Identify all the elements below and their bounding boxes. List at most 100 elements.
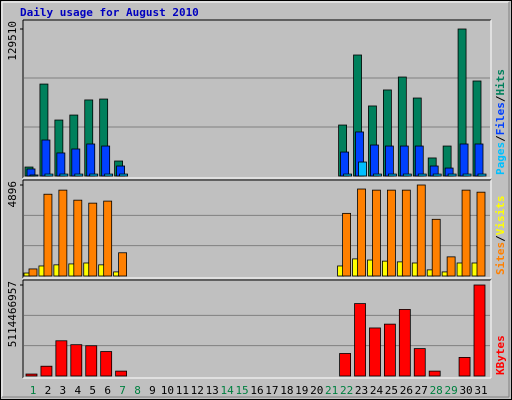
x-tick-label: 30 <box>459 384 472 397</box>
bar <box>459 143 469 177</box>
bar <box>473 284 486 377</box>
bar <box>55 340 68 377</box>
bar <box>477 173 487 177</box>
x-tick-label: 1 <box>30 384 37 397</box>
legend-entry: Hits <box>494 69 507 96</box>
x-tick-label: 11 <box>176 384 189 397</box>
bar <box>29 174 39 177</box>
bar <box>370 144 379 177</box>
x-tick-label: 6 <box>104 384 111 397</box>
legend-entry: Pages <box>494 142 507 175</box>
bar <box>373 173 382 177</box>
bar <box>416 184 426 277</box>
bar <box>402 173 412 177</box>
x-tick-label: 31 <box>474 384 487 397</box>
x-tick-label: 21 <box>325 384 338 397</box>
bar <box>73 199 83 277</box>
legend-entry: Visits <box>494 196 507 236</box>
x-tick-label: 27 <box>415 384 428 397</box>
bar <box>70 344 83 377</box>
bar <box>89 173 99 177</box>
x-tick-label: 13 <box>206 384 219 397</box>
bar <box>428 370 441 377</box>
bar <box>417 173 427 177</box>
x-tick-label: 9 <box>149 384 156 397</box>
legend-entry: Sites <box>494 242 507 275</box>
bar <box>446 256 456 277</box>
bar <box>431 218 441 277</box>
bar <box>357 188 366 277</box>
bar <box>118 252 127 277</box>
x-tick-label: 28 <box>430 384 443 397</box>
x-tick-label: 25 <box>385 384 398 397</box>
bar <box>399 145 409 177</box>
x-tick-label: 3 <box>60 384 67 397</box>
bar <box>25 373 38 377</box>
bar <box>28 268 38 277</box>
bar <box>59 173 69 177</box>
legend: Pages/Files/Hits <box>494 69 507 175</box>
bar <box>447 173 457 177</box>
plot-area <box>23 180 491 278</box>
bar <box>343 173 353 177</box>
x-tick-label: 29 <box>445 384 458 397</box>
bar <box>71 148 81 177</box>
bar <box>383 323 396 377</box>
x-tick-label: 8 <box>134 384 141 397</box>
bar <box>398 309 411 377</box>
x-tick-label: 18 <box>280 384 293 397</box>
bar <box>384 145 394 177</box>
legend-entry: Files <box>494 102 507 135</box>
bar <box>432 173 442 177</box>
bar <box>103 200 113 277</box>
bar <box>339 353 352 377</box>
chart-title: Daily usage for August 2010 <box>20 6 199 19</box>
bar <box>386 189 396 277</box>
x-tick-label: 17 <box>265 384 278 397</box>
bar <box>88 202 98 277</box>
x-tick-label: 4 <box>74 384 81 397</box>
x-tick-label: 20 <box>310 384 323 397</box>
y-tick-label: 5114466957 <box>6 281 19 347</box>
x-tick-label: 15 <box>235 384 248 397</box>
bar <box>476 191 486 277</box>
bar <box>74 173 84 177</box>
bar <box>44 173 54 177</box>
bar <box>56 152 66 177</box>
bar <box>387 173 397 177</box>
bar <box>458 357 471 377</box>
legend-separator: / <box>494 135 507 142</box>
bar <box>101 145 111 177</box>
bar <box>119 173 128 177</box>
bar <box>41 139 51 177</box>
x-tick-label: 7 <box>119 384 126 397</box>
x-tick-label: 5 <box>89 384 96 397</box>
bar <box>86 143 96 177</box>
bar <box>369 327 381 377</box>
bar <box>340 151 350 177</box>
bar <box>358 161 367 177</box>
x-tick-label: 23 <box>355 384 368 397</box>
x-tick-label: 16 <box>250 384 263 397</box>
bar <box>372 189 381 277</box>
x-tick-label: 22 <box>340 384 353 397</box>
x-tick-label: 14 <box>221 384 235 397</box>
bar <box>40 365 53 377</box>
legend-separator: / <box>494 235 507 242</box>
x-tick-label: 24 <box>370 384 384 397</box>
legend-entry: KBytes <box>494 335 507 375</box>
bar <box>414 145 424 177</box>
bar <box>474 143 484 177</box>
bar <box>85 345 98 377</box>
x-tick-label: 26 <box>400 384 413 397</box>
bar <box>43 193 53 277</box>
bar <box>413 348 426 377</box>
bar <box>115 370 127 377</box>
y-tick-label: 4896 <box>6 181 19 208</box>
x-tick-label: 12 <box>191 384 204 397</box>
bar <box>104 173 114 177</box>
bar <box>58 189 68 277</box>
y-tick-label: 129510 <box>6 21 19 61</box>
x-tick-label: 19 <box>295 384 308 397</box>
